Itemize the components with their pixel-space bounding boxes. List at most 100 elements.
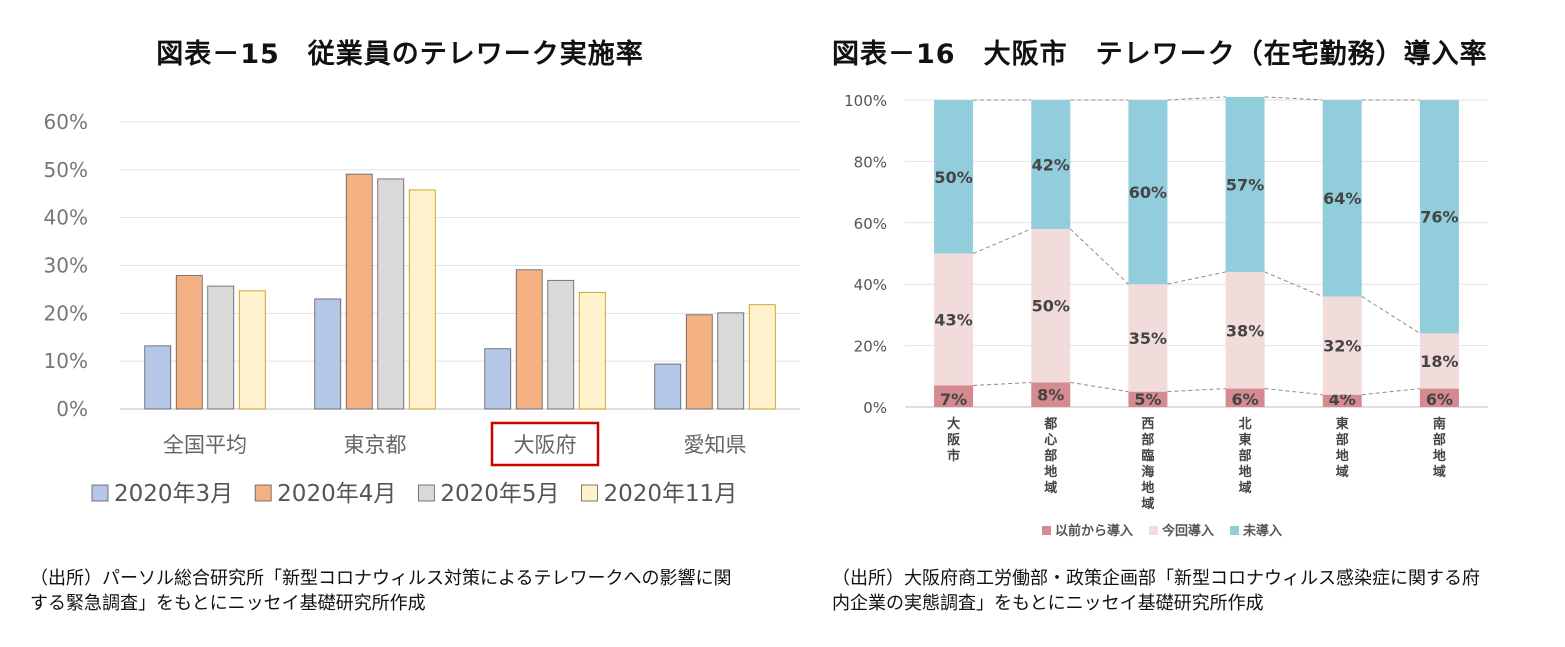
data-label: 43% [934, 311, 972, 330]
y-tick-label: 10% [44, 349, 88, 373]
category-label-char: 部 [1044, 448, 1057, 464]
connector-line [1069, 228, 1129, 285]
data-label: 35% [1129, 329, 1167, 348]
data-label: 18% [1420, 352, 1458, 371]
source-note: （出所）パーソル総合研究所「新型コロナウィルス対策によるテレワークへの影響に関 … [30, 566, 790, 616]
data-label: 5% [1134, 390, 1161, 409]
bar-segment [1225, 96, 1265, 272]
y-tick-label: 20% [854, 338, 887, 356]
legend-label: 未導入 [1242, 523, 1282, 539]
y-tick-label: 100% [844, 92, 887, 110]
legend-label: 今回導入 [1161, 523, 1214, 539]
chart-title: 図表－16 大阪市 テレワーク（在宅勤務）導入率 [832, 39, 1488, 70]
y-tick-label: 40% [44, 206, 88, 230]
bar [578, 291, 606, 410]
legend-label: 2020年3月 [114, 481, 233, 507]
data-label: 8% [1037, 386, 1064, 405]
bar [717, 312, 745, 410]
data-label: 50% [1032, 297, 1070, 316]
bar [314, 298, 342, 410]
bar-segment [1419, 333, 1459, 389]
category-label: 全国平均 [163, 433, 247, 457]
data-label: 60% [1129, 183, 1167, 202]
category-label-char: 域 [1433, 464, 1446, 480]
panel-left-chart: 図表－15 従業員のテレワーク実施率 0% 10% 20% 30% 40% 50% 60% 全… [30, 39, 800, 616]
source-note: （出所）大阪府商工労働部・政策企画部「新型コロナウィルス感染症に関する府 内企業… [832, 566, 1562, 616]
connector-line [1361, 388, 1420, 396]
data-label: 6% [1426, 390, 1453, 409]
legend-swatch [254, 484, 272, 502]
bar-segment [1322, 100, 1362, 297]
bar-segment [1128, 100, 1168, 285]
connector-line [972, 228, 1032, 254]
category-label-char: 域 [1141, 496, 1154, 512]
y-tick-label: 50% [44, 158, 88, 182]
data-label: 76% [1420, 208, 1458, 227]
category-label-char: 海 [1141, 464, 1154, 480]
source-line: （出所）パーソル総合研究所「新型コロナウィルス対策によるテレワークへの影響に関 [30, 568, 732, 589]
y-tick-label: 20% [44, 301, 88, 325]
bar-segment [934, 385, 974, 407]
category-label-char: 地 [1239, 464, 1252, 480]
legend-swatch [417, 484, 435, 502]
stacked-bar-chart-osaka: 0%20%40%60%80%100%7%43%50%大阪市8%50%42%都心部… [844, 92, 1488, 539]
chart-title: 図表－15 従業員のテレワーク実施率 [156, 39, 644, 70]
bar [408, 189, 436, 410]
bar [515, 269, 543, 410]
source-line: する緊急調査」をもとにニッセイ基礎研究所作成 [30, 593, 426, 614]
bar-segment [1419, 100, 1459, 334]
y-tick-label: 30% [44, 254, 88, 278]
category-label-char: 域 [1044, 480, 1057, 496]
bar-segment [1128, 284, 1168, 392]
category-label-char: 東 [1336, 416, 1349, 432]
data-label: 6% [1231, 390, 1258, 409]
data-label: 42% [1032, 155, 1070, 174]
connector-line [1070, 381, 1129, 393]
data-label: 32% [1323, 337, 1361, 356]
connector-line [973, 381, 1032, 387]
panel-right-chart: 図表－16 大阪市 テレワーク（在宅勤務）導入率 0% 20% 40% 60% 80% 1… [800, 0, 1565, 647]
legend-swatch [581, 484, 598, 502]
category-label-char: 部 [1336, 432, 1349, 448]
bar-segment [1128, 391, 1168, 407]
category-label-char: 北 [1239, 417, 1252, 432]
connector-line [1167, 388, 1226, 393]
bar [547, 279, 575, 410]
y-tick-label: 40% [854, 276, 887, 294]
connector-line [1361, 296, 1421, 334]
bar [685, 314, 713, 410]
category-label-char: 地 [1336, 448, 1349, 464]
legend-label: 2020年11月 [604, 481, 738, 507]
category-label-char: 地 [1141, 480, 1154, 496]
bar-segment [1322, 296, 1362, 395]
bar [175, 275, 203, 410]
bar-segment [1031, 228, 1071, 383]
category-label-char: 臨 [1141, 448, 1154, 464]
category-label-char: 南 [1433, 416, 1446, 432]
y-tick-label: 0% [56, 397, 88, 421]
legend-label: 2020年4月 [277, 481, 396, 507]
y-tick-label: 0% [863, 399, 887, 417]
category-label-char: 域 [1336, 464, 1349, 480]
bar [345, 173, 373, 410]
y-tick-label: 80% [854, 153, 887, 171]
legend-label: 2020年5月 [440, 481, 559, 507]
category-label-char: 東 [1239, 432, 1252, 448]
connector-line [1167, 96, 1226, 101]
legend-label: 以前から導入 [1055, 523, 1133, 539]
bar [238, 290, 266, 410]
bar-segment [1225, 388, 1265, 407]
source-line: 内企業の実態調査」をもとにニッセイ基礎研究所作成 [832, 593, 1264, 614]
category-label-char: 大 [947, 416, 960, 432]
connector-line [1264, 96, 1323, 101]
y-tick-label: 60% [44, 110, 88, 134]
bar-segment [934, 253, 974, 386]
connector-line [1264, 271, 1323, 297]
bar [654, 363, 682, 410]
bar-segment [1031, 382, 1071, 407]
bar-segment [934, 100, 974, 254]
bar [748, 304, 776, 410]
bar [377, 178, 405, 410]
category-label-char: 心 [1044, 433, 1057, 448]
bar-segment [1322, 394, 1362, 407]
